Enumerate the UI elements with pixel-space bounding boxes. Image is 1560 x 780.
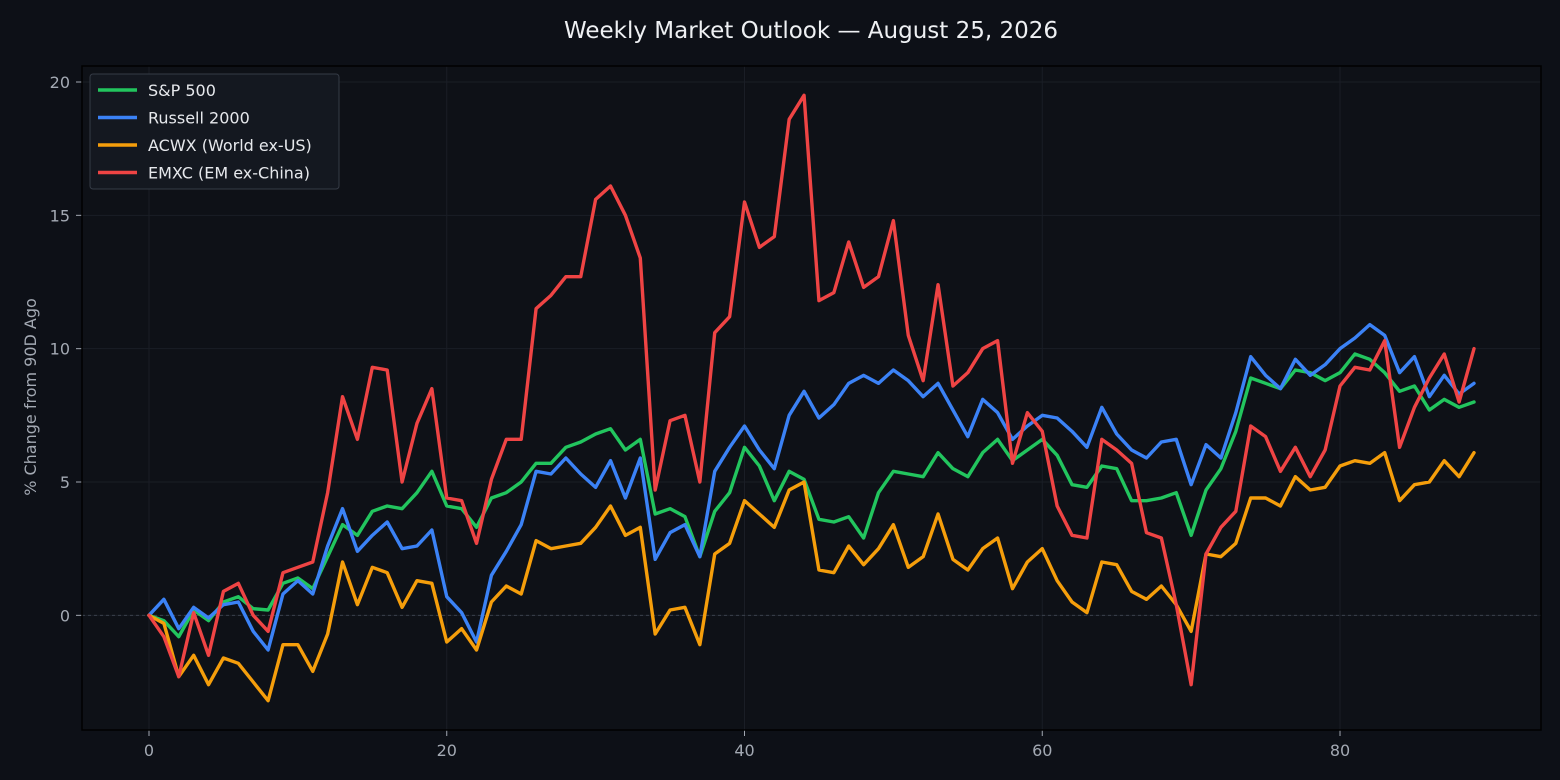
x-tick-label: 40 xyxy=(734,741,754,760)
y-tick-label: 20 xyxy=(50,73,70,92)
series-line-0 xyxy=(147,352,1476,639)
series-lines xyxy=(147,93,1476,703)
y-tick-label: 10 xyxy=(50,340,70,359)
y-axis-label: % Change from 90D Ago xyxy=(21,298,40,496)
plot-frame xyxy=(81,65,1542,731)
grid xyxy=(82,66,1541,730)
legend-label: Russell 2000 xyxy=(148,109,250,128)
x-tick-label: 20 xyxy=(437,741,457,760)
legend-box xyxy=(89,73,340,190)
chart-title: Weekly Market Outlook — August 25, 2026 xyxy=(564,18,1058,44)
y-tick-label: 5 xyxy=(60,473,70,492)
y-tick-label: 15 xyxy=(50,206,70,225)
series-line-2 xyxy=(147,450,1476,703)
legend-label: S&P 500 xyxy=(148,81,216,100)
x-tick-label: 80 xyxy=(1330,741,1350,760)
axes: 0 20 40 60 80 0 5 10 15 20 xyxy=(50,65,1542,760)
x-tick-label: 60 xyxy=(1032,741,1052,760)
legend-label: ACWX (World ex-US) xyxy=(148,136,312,155)
legend: S&P 500 Russell 2000 ACWX (World ex-US) EMX… xyxy=(89,73,340,190)
y-tick-label: 0 xyxy=(60,606,70,625)
legend-label: EMXC (EM ex-China) xyxy=(148,164,310,183)
x-tick-label: 0 xyxy=(144,741,154,760)
series-line-3 xyxy=(147,93,1476,687)
series-line-1 xyxy=(147,322,1476,652)
